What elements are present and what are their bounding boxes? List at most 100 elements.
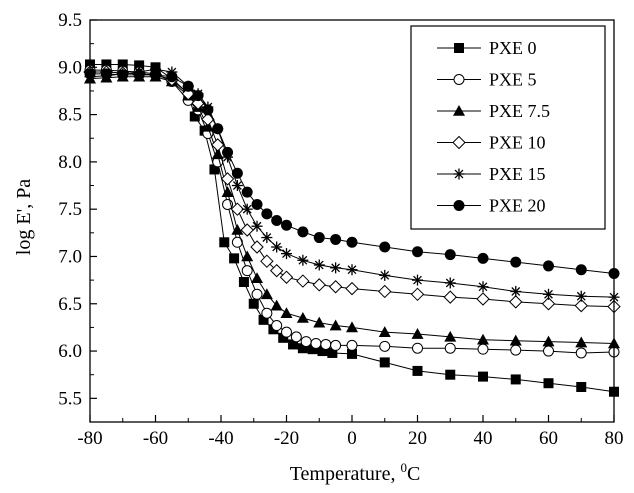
data-point [444,277,456,289]
data-point [209,164,220,175]
data-point [281,219,292,231]
x-axis-title-text: Temperature, [290,463,401,485]
data-point [240,223,254,237]
data-point [346,339,358,351]
data-point [444,330,457,342]
data-point [379,340,391,352]
data-point [241,250,254,262]
legend-marker [452,135,466,150]
data-point [327,347,338,358]
legend-box [410,25,606,230]
y-tick-label: 5.5 [58,388,82,409]
data-point [313,232,325,244]
x-tick-label: 80 [605,428,624,449]
data-point [330,262,342,274]
data-point [231,180,243,192]
data-point [576,382,587,393]
data-point [575,290,587,302]
data-point [231,167,243,179]
legend-marker [453,105,465,116]
data-point [281,326,292,338]
data-point [117,59,128,70]
data-point [575,336,588,348]
legend-label: PXE 5 [489,70,537,90]
data-point [575,347,587,359]
x-tick-label: 60 [539,428,558,449]
x-tick-label: -20 [274,428,299,449]
legend-label: PXE 10 [489,133,546,153]
data-point [509,334,522,346]
data-point [229,253,240,264]
data-point [212,123,224,135]
legend-entry: PXE 15 [437,164,546,184]
legend: PXE 0 PXE 5 PXE 7.5 PXE 10 PXE 15 PXE 20 [410,25,606,230]
data-point [477,281,489,293]
data-point [270,299,283,311]
data-point [261,307,273,319]
x-tick-label: 0 [347,428,357,449]
x-tick-label: -80 [77,428,102,449]
x-axis-title-unit: C [407,463,420,485]
data-point [378,284,392,299]
data-point [317,346,328,357]
y-tick-label: 8.0 [58,152,82,173]
data-point [290,331,302,343]
data-point [379,357,390,368]
data-point [477,333,489,345]
data-point [347,348,357,359]
data-point [320,338,332,350]
legend-entry: PXE 0 [437,38,537,58]
data-point [476,292,490,306]
data-point [574,298,588,313]
data-point [260,254,274,268]
legend-entry: PXE 20 [437,196,546,216]
data-point [230,202,245,216]
data-point [307,344,318,355]
data-point [100,68,112,80]
data-point [238,277,249,288]
data-point [281,248,292,260]
data-point [251,272,264,284]
data-point [411,328,424,339]
legend-entry: PXE 7.5 [437,101,550,121]
data-point [222,146,234,158]
data-point [101,59,112,70]
data-point [378,326,391,337]
data-point [510,256,522,268]
data-point [412,274,423,286]
ticks: -80 -60 -40 -20 0 20 40 60 80 5.5 6.0 6.5 7.0 7.5 8.0 8… [58,10,623,449]
data-point [278,332,289,343]
data-point [192,90,204,102]
data-point [260,288,273,300]
data-point [330,233,342,245]
data-point [543,378,554,389]
series-pxe-20 [84,68,620,279]
y-tick-label: 7.0 [58,246,82,267]
data-point [477,343,489,355]
data-point [201,120,214,132]
data-point [182,80,194,92]
y-tick-label: 6.0 [58,341,82,362]
data-point [477,252,489,264]
y-tick-label: 7.5 [58,199,82,220]
data-point [258,314,269,325]
data-point [346,236,358,248]
legend-marker [453,74,465,85]
data-point [542,335,555,347]
data-point [509,295,523,309]
data-point [296,274,310,288]
series-pxe-7-5 [84,70,620,349]
data-point [575,264,587,276]
data-point [410,287,425,302]
data-point [328,280,343,294]
data-point [271,320,283,332]
y-tick-label: 9.0 [58,57,82,78]
data-point [133,69,145,81]
data-point [271,241,283,253]
data-point [241,203,253,215]
y-tick-label: 6.5 [58,294,82,315]
data-point [117,69,129,81]
data-point [444,249,456,261]
data-point [134,60,145,71]
data-point [300,336,312,348]
